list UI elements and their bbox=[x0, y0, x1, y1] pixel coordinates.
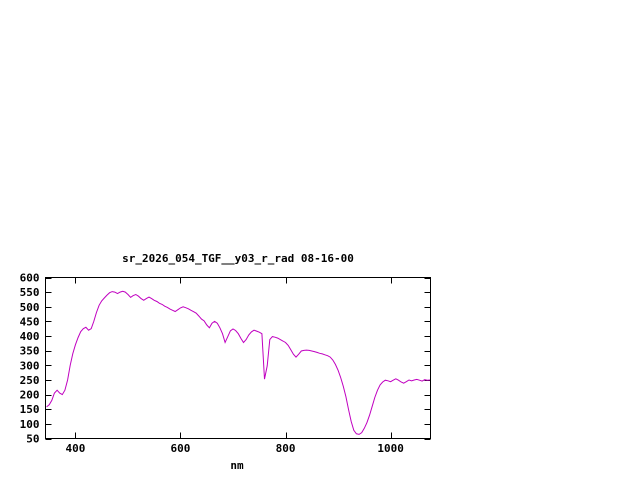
x-tick-label: 400 bbox=[66, 442, 86, 455]
y-tick-label: 200 bbox=[20, 389, 40, 402]
plot-border bbox=[45, 277, 431, 439]
y-tick-label: 250 bbox=[20, 374, 40, 387]
y-tick-label: 300 bbox=[20, 359, 40, 372]
y-tick-label: 150 bbox=[20, 403, 40, 416]
y-tick-label: 450 bbox=[20, 315, 40, 328]
y-tick-label: 350 bbox=[20, 345, 40, 358]
x-tick-label: 600 bbox=[171, 442, 191, 455]
tick-labels: 400 600 800 1000501001502002503003504004505… bbox=[20, 272, 404, 456]
y-tick-label: 100 bbox=[20, 418, 40, 431]
x-tick-label: 800 bbox=[276, 442, 296, 455]
y-tick-label: 550 bbox=[20, 286, 40, 299]
axis-ticks bbox=[45, 277, 431, 440]
y-tick-label: 600 bbox=[20, 272, 40, 285]
x-tick-label: 1000 bbox=[377, 442, 404, 455]
y-tick-label: 400 bbox=[20, 330, 40, 343]
x-axis-label: nm bbox=[230, 459, 244, 472]
chart-line bbox=[46, 290, 431, 435]
plot-frame bbox=[45, 277, 431, 439]
y-tick-label: 50 bbox=[26, 433, 39, 446]
y-tick-label: 500 bbox=[20, 301, 40, 314]
chart-title: sr_2026_054_TGF__y03_r_rad 08-16-00 bbox=[122, 252, 354, 265]
